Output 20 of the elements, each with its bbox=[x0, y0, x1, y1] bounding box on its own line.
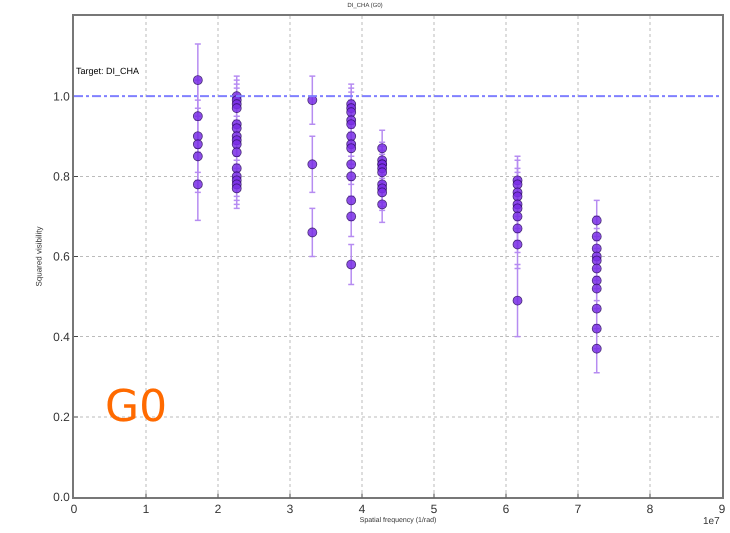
text: 1e7 bbox=[703, 516, 720, 527]
x-tick-label: 7 bbox=[574, 502, 582, 516]
y-tick-label: 1.0 bbox=[53, 89, 70, 104]
x-tick-label: 6 bbox=[502, 502, 510, 516]
y-tick-label: 0.4 bbox=[53, 330, 70, 344]
y-tick-label: 0.2 bbox=[53, 410, 70, 424]
y-tick-label: 0.6 bbox=[53, 250, 70, 264]
y-axis-title: Squared visibility bbox=[34, 226, 44, 287]
x-tick-label: 1 bbox=[142, 502, 150, 516]
x-tick-label: 8 bbox=[646, 502, 654, 516]
annotation: G0 bbox=[105, 381, 168, 432]
x-tick-label: 2 bbox=[214, 502, 222, 516]
y-tick-label: 0.0 bbox=[53, 490, 70, 504]
x-tick-label: 3 bbox=[286, 502, 294, 516]
annotation: Target: DI_CHA bbox=[76, 66, 140, 76]
y-tick-label: 0.8 bbox=[53, 170, 70, 184]
x-tick-label: 5 bbox=[430, 502, 438, 516]
x-tick-label: 9 bbox=[718, 502, 726, 516]
x-tick-label: 4 bbox=[358, 502, 366, 516]
x-tick-label: 0 bbox=[70, 502, 78, 516]
